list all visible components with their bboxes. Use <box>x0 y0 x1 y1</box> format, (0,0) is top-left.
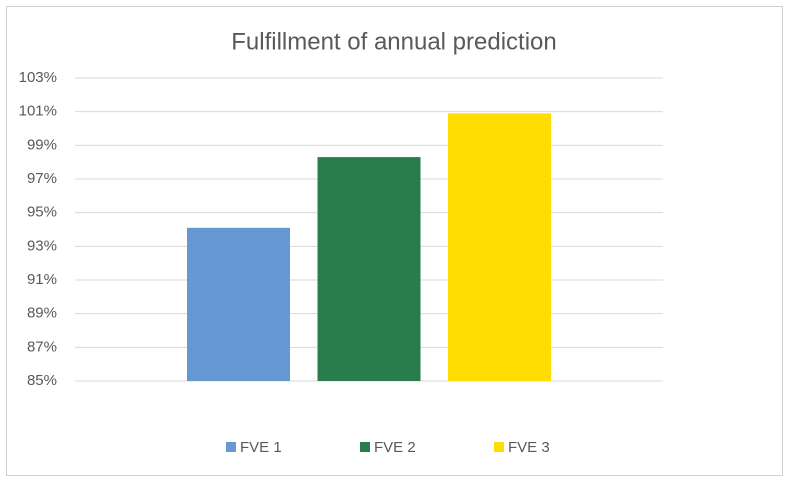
chart-title: Fulfillment of annual prediction <box>231 28 557 55</box>
y-tick-label: 91% <box>27 271 57 288</box>
bar <box>187 227 290 381</box>
y-tick-label: 89% <box>27 305 57 322</box>
y-tick-label: 85% <box>27 372 57 389</box>
y-tick-label: 97% <box>27 170 57 187</box>
legend-swatch <box>226 442 236 452</box>
y-tick-label: 103% <box>19 69 57 86</box>
legend-swatch <box>494 442 504 452</box>
bar <box>317 157 421 381</box>
legend-label: FVE 2 <box>374 439 416 456</box>
legend-swatch <box>360 442 370 452</box>
legend-label: FVE 3 <box>508 439 550 456</box>
bar <box>448 113 551 381</box>
y-tick-label: 101% <box>19 103 57 120</box>
legend-label: FVE 1 <box>240 439 282 456</box>
y-tick-label: 87% <box>27 338 57 355</box>
y-tick-label: 99% <box>27 136 57 153</box>
y-tick-label: 95% <box>27 204 57 221</box>
y-tick-label: 93% <box>27 237 57 254</box>
